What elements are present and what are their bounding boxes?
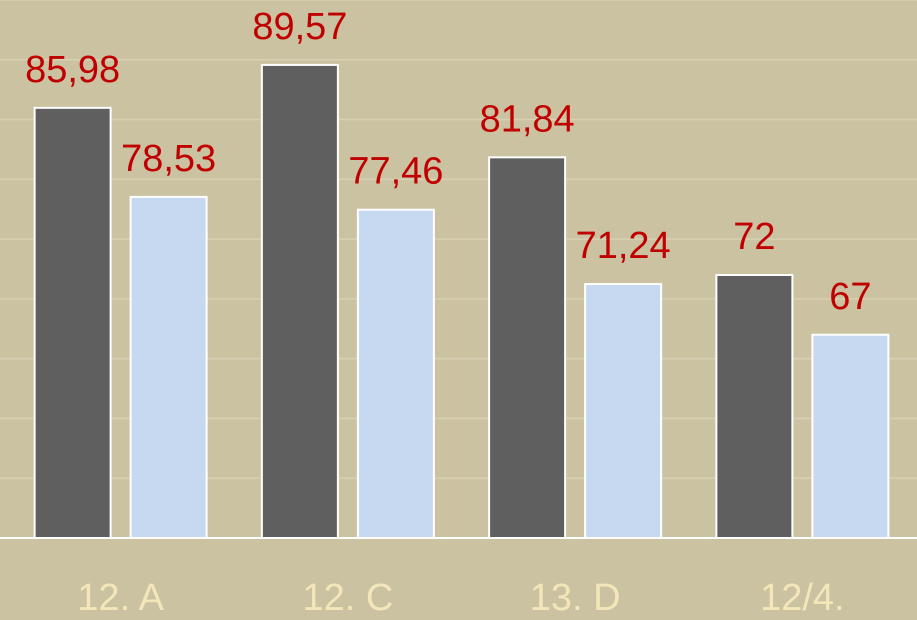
value-label: 78,53 [121,138,216,180]
value-label: 71,24 [576,225,671,267]
value-label: 81,84 [480,98,575,140]
bar [260,63,339,539]
bar [33,106,112,539]
bar [811,333,890,539]
value-label: 77,46 [348,151,443,193]
x-tick-label: 12. C [302,577,393,619]
bar [488,156,567,539]
x-tick-label: 12. A [77,577,164,619]
value-label: 72 [733,216,775,258]
x-tick-label: 13. D [530,577,621,619]
bar [356,208,435,539]
value-label: 67 [829,276,871,318]
bar [129,195,208,540]
value-label: 85,98 [25,49,120,91]
value-label: 89,57 [252,6,347,48]
bar [584,283,663,539]
bar [715,273,794,539]
x-tick-label: 12/4. [760,577,845,619]
